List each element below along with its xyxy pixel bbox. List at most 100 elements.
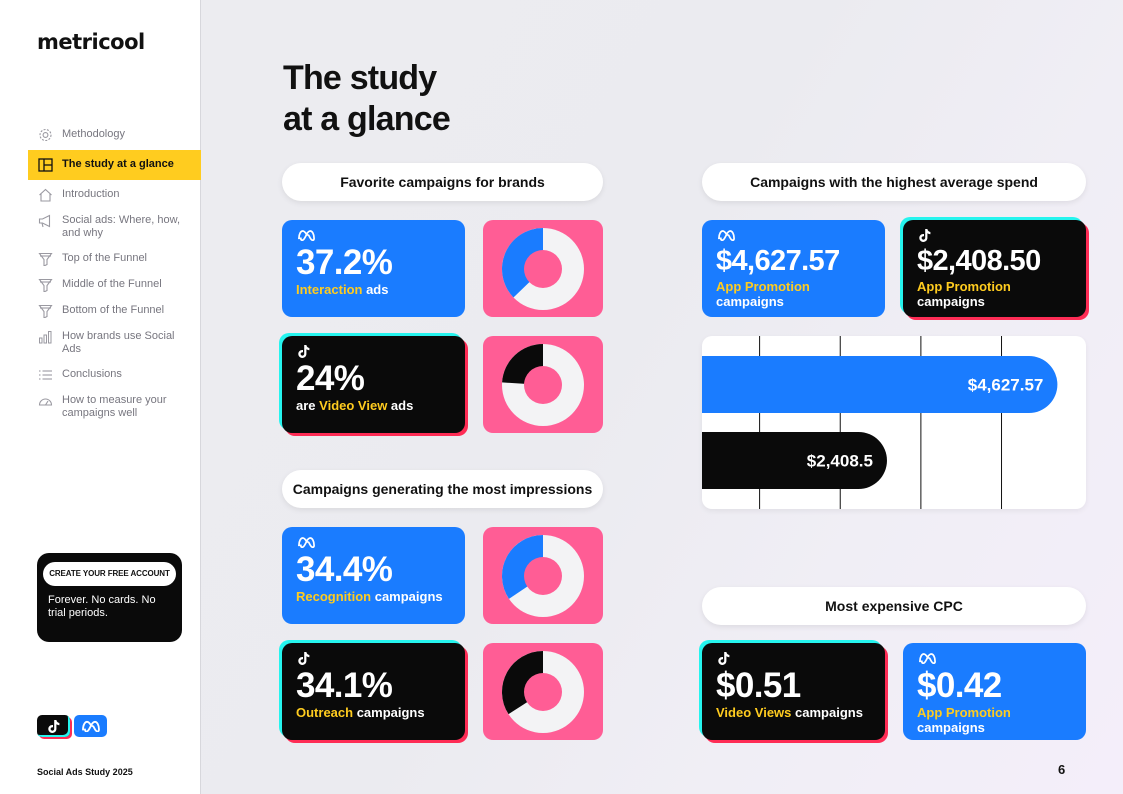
meta-icon xyxy=(717,228,871,244)
bar-value-label: $2,408.5 xyxy=(807,452,873,471)
spend-meta-desc: App Promotion campaigns xyxy=(716,279,871,309)
favorite-tiktok-value: 24% xyxy=(296,359,365,398)
sidebar-item-label: Social ads: Where, how, and why xyxy=(62,214,181,239)
sidebar-item-how-to-measure-your-campaigns-well[interactable]: How to measure your campaigns well xyxy=(28,388,201,426)
cpc-tiktok-highlight: Video Views xyxy=(716,705,792,720)
tiktok-icon xyxy=(918,228,1072,244)
favorite-meta-highlight: Interaction xyxy=(296,282,363,297)
cpc-meta-card: $0.42 App Promotion campaigns xyxy=(903,643,1086,740)
sidebar-item-bottom-of-the-funnel[interactable]: Bottom of the Funnel xyxy=(28,298,201,324)
spend-heading: Campaigns with the highest average spend xyxy=(702,163,1086,201)
sidebar-item-the-study-at-a-glance[interactable]: The study at a glance xyxy=(28,150,201,180)
sidebar-item-label: Methodology xyxy=(62,128,125,140)
donut-chart xyxy=(502,227,584,310)
sidebar-item-label: How brands use Social Ads xyxy=(62,330,175,355)
sidebar-item-conclusions[interactable]: Conclusions xyxy=(28,362,201,388)
gauge-icon xyxy=(38,394,53,408)
donut-slice xyxy=(502,227,543,297)
sidebar-item-introduction[interactable]: Introduction xyxy=(28,182,201,208)
meta-icon xyxy=(297,228,451,244)
megaphone-icon xyxy=(38,214,53,228)
donut-hole xyxy=(524,249,562,288)
meta-icon xyxy=(297,535,451,551)
sidebar-item-top-of-the-funnel[interactable]: Top of the Funnel xyxy=(28,246,201,272)
page-title-line1: The study xyxy=(283,59,437,97)
metricool-logo[interactable]: metricool xyxy=(37,30,145,54)
spend-tiktok-card: $2,408.50 App Promotion campaigns xyxy=(903,220,1086,317)
funnel-icon xyxy=(38,304,53,318)
donut-hole xyxy=(524,556,562,595)
favorite-meta-donut xyxy=(483,220,603,317)
spend-meta-card: $4,627.57 App Promotion campaigns xyxy=(702,220,885,317)
sidebar-item-social-ads-where-how-and-why[interactable]: Social ads: Where, how, and why xyxy=(28,208,201,246)
layout-icon xyxy=(38,158,53,172)
impressions-tiktok-card: 34.1% Outreach campaigns xyxy=(282,643,465,740)
impressions-meta-desc: Recognition campaigns xyxy=(296,589,451,604)
cpc-tiktok-rest: campaigns xyxy=(791,705,863,720)
gear-icon xyxy=(38,128,53,142)
page-title-line2: at a glance xyxy=(283,100,451,138)
sidebar-item-methodology[interactable]: Methodology xyxy=(28,122,201,148)
spend-bar-chart: $4,627.57 $2,408.5 xyxy=(702,336,1086,509)
favorite-meta-card: 37.2% Interaction ads xyxy=(282,220,465,317)
impressions-meta-rest: campaigns xyxy=(371,589,443,604)
favorite-tiktok-desc: are Video View ads xyxy=(296,398,451,413)
spend-meta-value: $4,627.57 xyxy=(716,245,840,277)
sidebar-item-label: The study at a glance xyxy=(62,158,174,170)
impressions-tiktok-donut xyxy=(483,643,603,740)
sidebar-item-label: Middle of the Funnel xyxy=(62,278,162,290)
impressions-tiktok-value: 34.1% xyxy=(296,666,393,705)
impressions-tiktok-highlight: Outreach xyxy=(296,705,354,720)
tiktok-icon xyxy=(297,344,451,360)
create-account-button[interactable]: CREATE YOUR FREE ACCOUNT xyxy=(43,562,176,586)
list-icon xyxy=(38,368,53,382)
favorite-campaigns-heading: Favorite campaigns for brands xyxy=(282,163,603,201)
study-footer: Social Ads Study 2025 xyxy=(37,767,133,777)
sidebar-item-label: Conclusions xyxy=(62,368,122,380)
sidebar-item-label: How to measure your campaigns well xyxy=(62,394,167,419)
donut-slice xyxy=(502,534,543,599)
donut-chart xyxy=(502,343,584,426)
favorite-tiktok-card: 24% are Video View ads xyxy=(282,336,465,433)
tiktok-icon xyxy=(717,651,871,667)
impressions-meta-value: 34.4% xyxy=(296,550,393,589)
donut-hole xyxy=(524,365,562,404)
favorite-meta-rest: ads xyxy=(362,282,389,297)
sidebar: metricool Methodology The study at a glan… xyxy=(0,0,201,794)
favorite-tiktok-highlight: Video View xyxy=(319,398,388,413)
favorite-meta-value: 37.2% xyxy=(296,243,393,282)
spend-meta-highlight: App Promotion xyxy=(716,279,810,294)
page-title: The study at a glance xyxy=(283,58,451,140)
sidebar-nav: Methodology The study at a glance Introduc… xyxy=(28,122,201,426)
cpc-meta-value: $0.42 xyxy=(917,666,1002,705)
spend-tiktok-value: $2,408.50 xyxy=(917,245,1041,277)
impressions-meta-highlight: Recognition xyxy=(296,589,372,604)
donut-chart xyxy=(502,534,584,617)
spend-tiktok-desc: App Promotion campaigns xyxy=(917,279,1072,309)
platform-badges xyxy=(37,715,107,737)
spend-tiktok-rest: campaigns xyxy=(917,294,985,309)
meta-icon xyxy=(74,715,107,737)
cpc-meta-rest: campaigns xyxy=(917,720,985,735)
cpc-meta-highlight: App Promotion xyxy=(917,705,1011,720)
sidebar-item-label: Top of the Funnel xyxy=(62,252,148,264)
sidebar-item-middle-of-the-funnel[interactable]: Middle of the Funnel xyxy=(28,272,201,298)
funnel-icon xyxy=(38,278,53,292)
spend-tiktok-highlight: App Promotion xyxy=(917,279,1011,294)
bar-chart-svg: $4,627.57 $2,408.5 xyxy=(702,336,1058,509)
cpc-tiktok-desc: Video Views campaigns xyxy=(716,705,871,720)
bar-chart-icon xyxy=(38,330,53,344)
spend-meta-rest: campaigns xyxy=(716,294,784,309)
favorite-tiktok-rest: ads xyxy=(387,398,414,413)
impressions-tiktok-desc: Outreach campaigns xyxy=(296,705,451,720)
tiktok-icon xyxy=(297,651,451,667)
sidebar-item-label: Bottom of the Funnel xyxy=(62,304,165,316)
cpc-heading: Most expensive CPC xyxy=(702,587,1086,625)
cpc-tiktok-value: $0.51 xyxy=(716,666,801,705)
impressions-tiktok-rest: campaigns xyxy=(353,705,425,720)
sidebar-item-how-brands-use-social-ads[interactable]: How brands use Social Ads xyxy=(28,324,201,362)
favorite-meta-desc: Interaction ads xyxy=(296,282,451,297)
bar-meta xyxy=(702,356,1058,413)
bar-value-label: $4,627.57 xyxy=(968,376,1044,395)
impressions-meta-donut xyxy=(483,527,603,624)
